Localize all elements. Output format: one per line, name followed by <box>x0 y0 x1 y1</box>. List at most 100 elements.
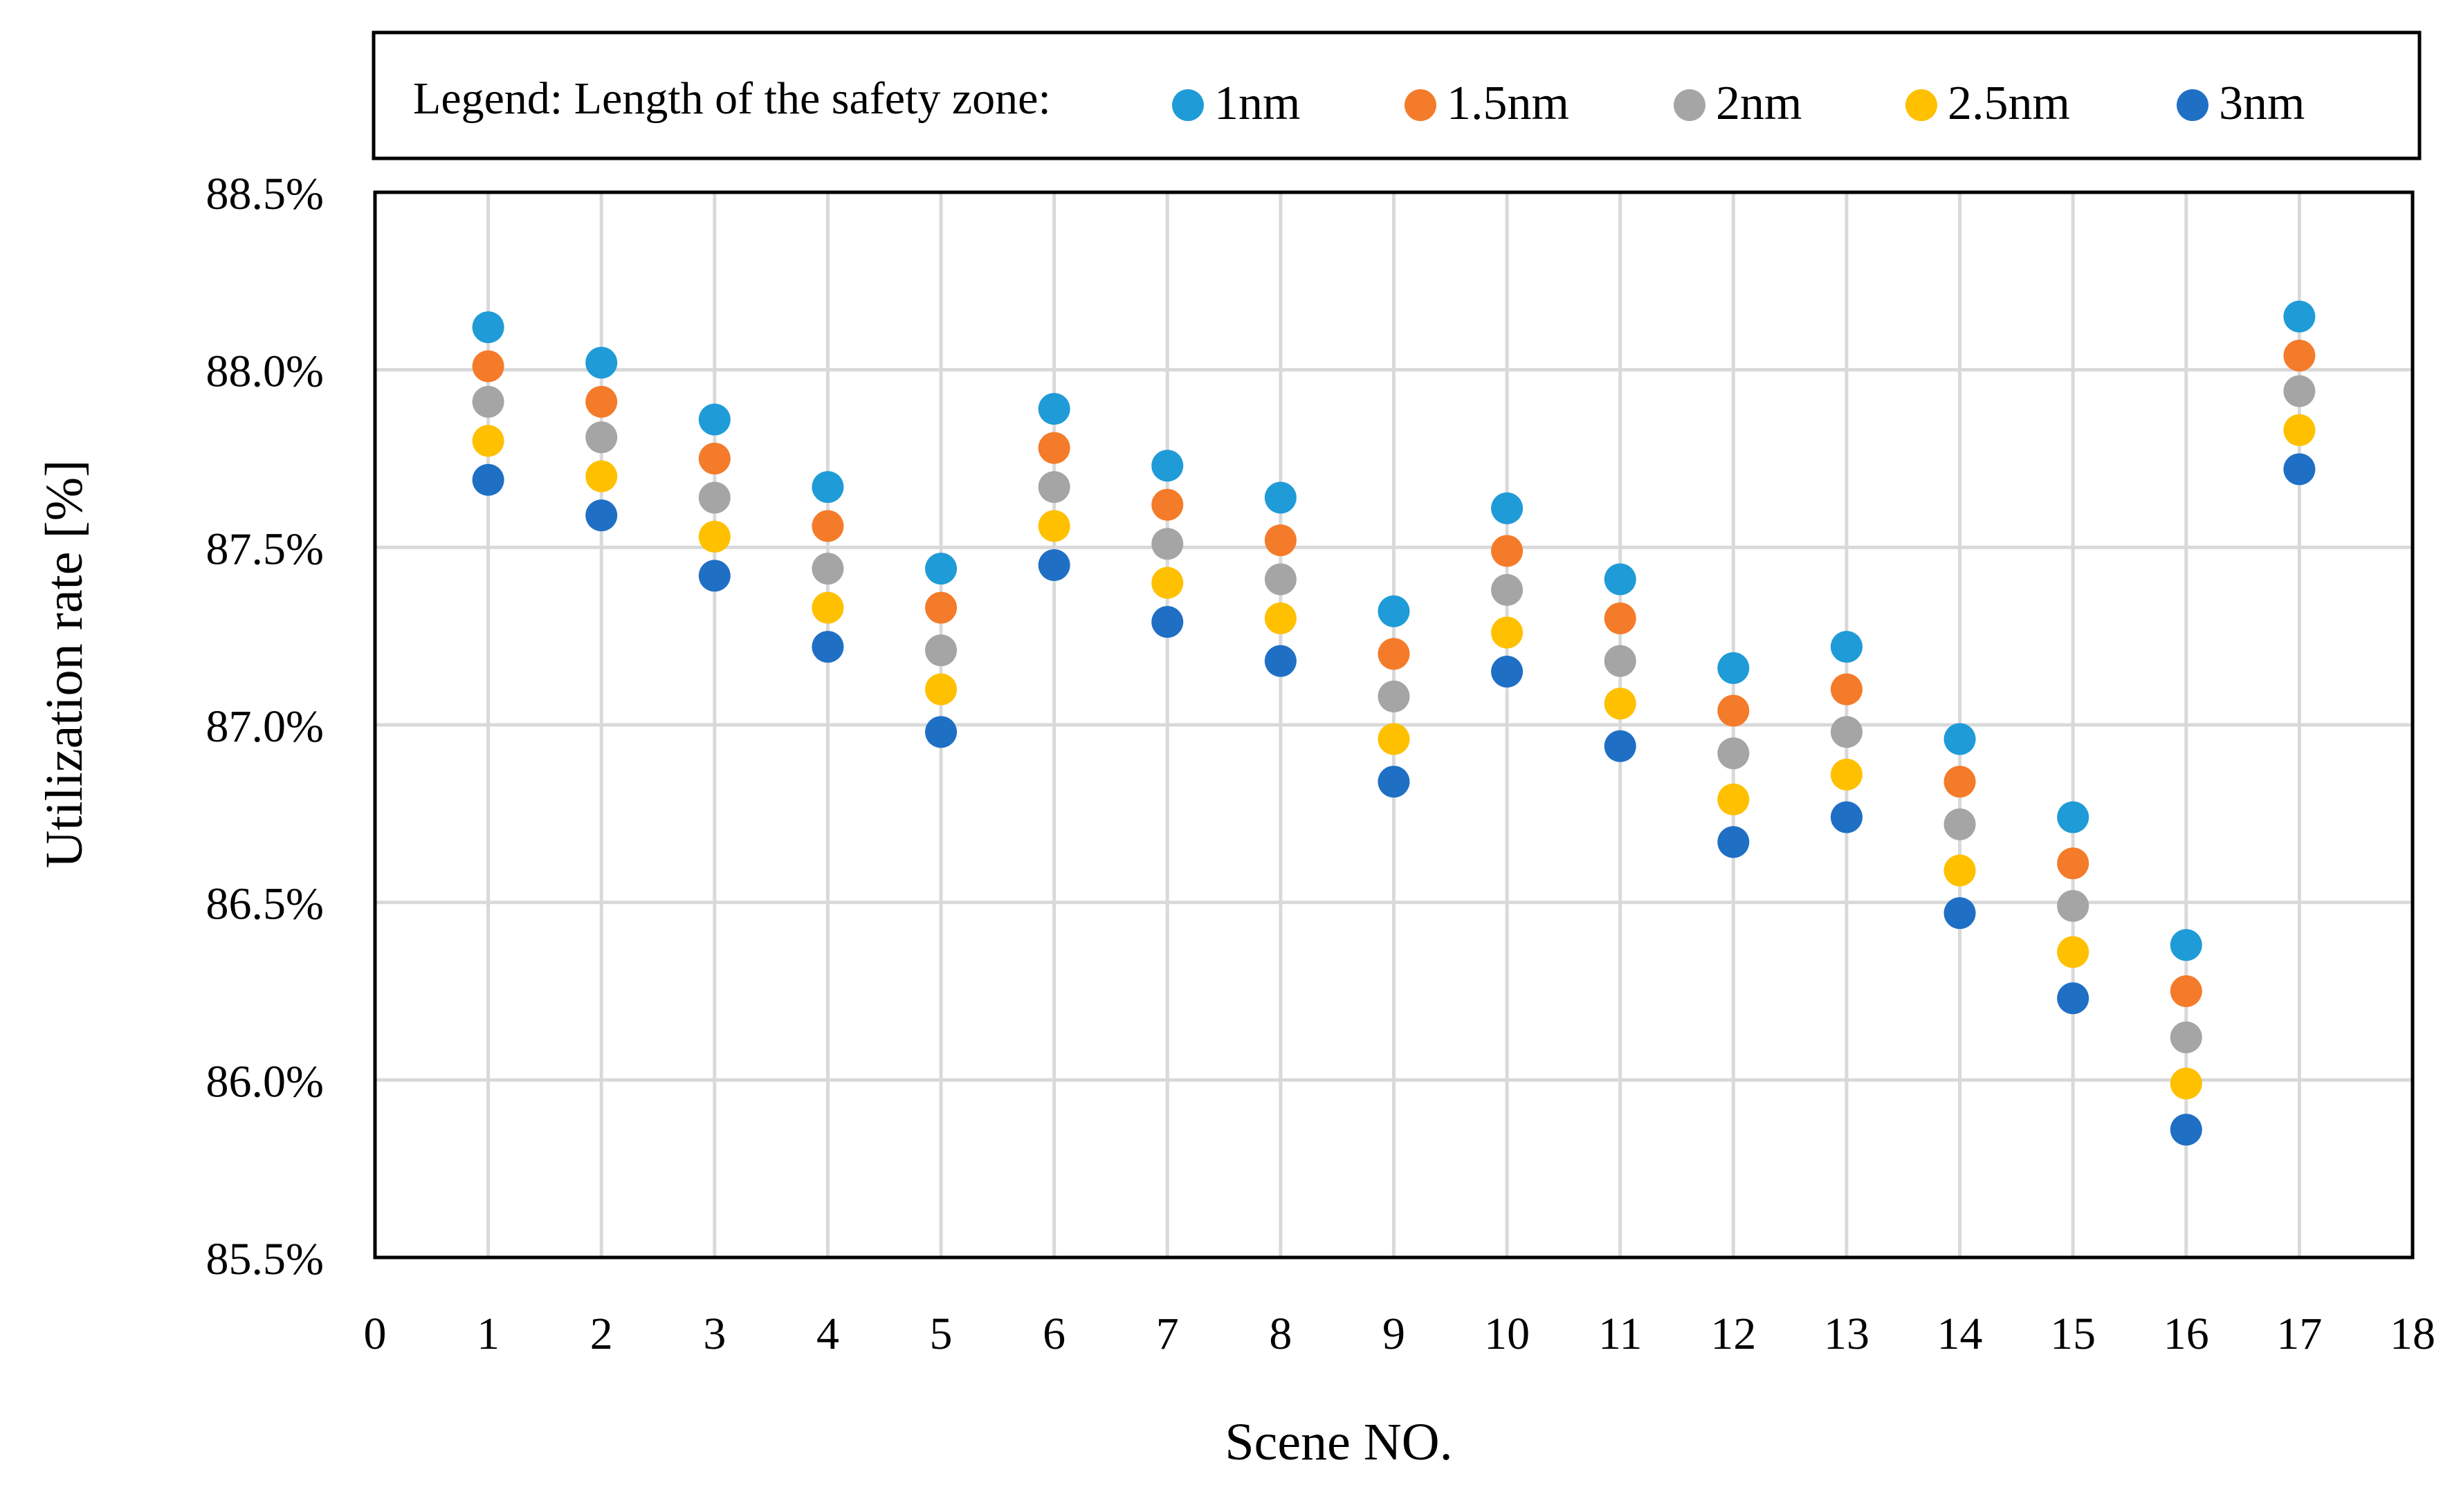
point-1.5nm-scene-15 <box>2057 847 2089 880</box>
x-tick-label: 0 <box>364 1309 387 1359</box>
point-3nm-scene-4 <box>812 631 844 663</box>
legend-item-1nm: 1nm <box>1172 77 1300 130</box>
point-2nm-scene-9 <box>1378 680 1410 712</box>
point-2.5nm-scene-16 <box>2170 1067 2202 1100</box>
point-1nm-scene-7 <box>1151 450 1184 482</box>
point-1.5nm-scene-17 <box>2283 340 2316 372</box>
point-3nm-scene-5 <box>925 716 958 748</box>
y-tick-label: 87.5% <box>206 524 324 574</box>
legend-item-2nm: 2nm <box>1674 77 1802 130</box>
legend-marker <box>2177 89 2208 121</box>
point-1.5nm-scene-16 <box>2170 975 2202 1007</box>
point-2.5nm-scene-15 <box>2057 936 2089 968</box>
point-3nm-scene-11 <box>1604 730 1636 762</box>
point-2nm-scene-15 <box>2057 889 2089 922</box>
point-2nm-scene-8 <box>1264 563 1297 596</box>
point-1.5nm-scene-13 <box>1830 673 1863 706</box>
point-2.5nm-scene-14 <box>1943 854 1976 887</box>
legend-item-1.5nm: 1.5nm <box>1405 77 1569 130</box>
point-3nm-scene-8 <box>1264 645 1297 677</box>
point-2.5nm-scene-8 <box>1264 602 1297 634</box>
legend-label: 1.5nm <box>1447 77 1569 130</box>
point-1nm-scene-9 <box>1378 595 1410 627</box>
legend-item-2.5nm: 2.5nm <box>1905 77 2070 130</box>
x-tick-label: 6 <box>1043 1309 1065 1359</box>
legend-marker <box>1905 89 1937 121</box>
x-tick-label: 10 <box>1484 1309 1530 1359</box>
point-2nm-scene-17 <box>2283 375 2316 407</box>
x-tick-label: 2 <box>590 1309 613 1359</box>
series-2.5nm <box>472 414 2316 1100</box>
x-tick-label: 7 <box>1156 1309 1179 1359</box>
point-2.5nm-scene-17 <box>2283 414 2316 446</box>
point-2nm-scene-12 <box>1717 737 1750 770</box>
point-3nm-scene-13 <box>1830 801 1863 833</box>
point-1.5nm-scene-3 <box>698 443 731 474</box>
y-tick-label: 86.0% <box>206 1056 324 1107</box>
x-tick-label: 9 <box>1382 1309 1405 1359</box>
point-3nm-scene-3 <box>698 560 731 592</box>
point-2.5nm-scene-7 <box>1151 566 1184 599</box>
legend: Legend: Length of the safety zone: 1nm 1.… <box>372 30 2422 160</box>
point-1.5nm-scene-2 <box>585 385 618 418</box>
point-1nm-scene-1 <box>472 311 504 344</box>
data-points <box>472 300 2316 1146</box>
point-2nm-scene-7 <box>1151 528 1184 560</box>
y-axis-label: Utilization rate [%] <box>35 460 93 869</box>
point-1nm-scene-2 <box>585 347 618 379</box>
y-tick-label: 86.5% <box>206 879 324 930</box>
point-2nm-scene-5 <box>925 634 958 667</box>
x-tick-label: 8 <box>1269 1309 1292 1359</box>
point-1nm-scene-13 <box>1830 631 1863 663</box>
x-tick-label: 1 <box>477 1309 500 1359</box>
point-1nm-scene-6 <box>1038 393 1070 425</box>
point-1nm-scene-17 <box>2283 300 2316 333</box>
point-3nm-scene-15 <box>2057 982 2089 1015</box>
point-1nm-scene-3 <box>698 403 731 436</box>
x-tick-label: 4 <box>816 1309 839 1359</box>
point-1.5nm-scene-14 <box>1943 766 1976 798</box>
point-2.5nm-scene-10 <box>1491 616 1524 649</box>
point-3nm-scene-14 <box>1943 897 1976 930</box>
x-tick-label: 5 <box>930 1309 953 1359</box>
series-1.5nm <box>472 340 2316 1007</box>
x-axis-label: Scene NO. <box>1225 1413 1452 1471</box>
point-1nm-scene-16 <box>2170 929 2202 961</box>
point-1.5nm-scene-10 <box>1491 535 1524 567</box>
series-1nm <box>472 300 2316 961</box>
x-tick-label: 11 <box>1598 1309 1643 1359</box>
y-axis-ticks: 85.5% 86.0% 86.5% 87.0% 87.5% 88.0% 88.5% <box>206 169 324 1284</box>
point-3nm-scene-16 <box>2170 1114 2202 1146</box>
point-2.5nm-scene-11 <box>1604 688 1636 720</box>
point-2nm-scene-16 <box>2170 1021 2202 1053</box>
point-1nm-scene-4 <box>812 471 844 504</box>
point-2.5nm-scene-3 <box>698 520 731 553</box>
point-2nm-scene-4 <box>812 553 844 585</box>
point-2nm-scene-1 <box>472 385 504 418</box>
x-tick-label: 16 <box>2163 1309 2209 1359</box>
x-tick-label: 13 <box>1824 1309 1869 1359</box>
point-2.5nm-scene-13 <box>1830 758 1863 791</box>
x-tick-label: 18 <box>2390 1309 2435 1359</box>
point-3nm-scene-2 <box>585 499 618 532</box>
legend-marker <box>1674 89 1705 121</box>
point-3nm-scene-7 <box>1151 606 1184 638</box>
point-2.5nm-scene-6 <box>1038 510 1070 542</box>
point-1.5nm-scene-5 <box>925 591 958 624</box>
legend-marker <box>1405 89 1436 121</box>
legend-marker <box>1172 89 1204 121</box>
legend-label: 2nm <box>1716 77 1802 130</box>
x-axis-ticks: 0 1 2 3 4 5 6 7 8 9 10 11 12 13 14 15 16 17 18 <box>364 1309 2436 1359</box>
point-3nm-scene-9 <box>1378 766 1410 798</box>
point-2nm-scene-11 <box>1604 645 1636 677</box>
point-2nm-scene-3 <box>698 481 731 514</box>
series-2nm <box>472 375 2316 1053</box>
y-tick-label: 88.0% <box>206 347 324 397</box>
point-3nm-scene-17 <box>2283 453 2316 486</box>
series-3nm <box>472 453 2316 1146</box>
legend-label: 3nm <box>2219 77 2305 130</box>
point-2nm-scene-13 <box>1830 716 1863 748</box>
y-tick-label: 88.5% <box>206 169 324 219</box>
plot-frame <box>373 190 2415 1260</box>
